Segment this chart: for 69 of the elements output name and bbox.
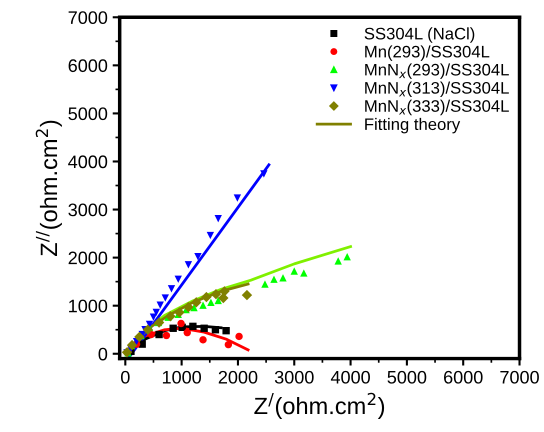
point bbox=[214, 215, 222, 222]
point bbox=[235, 332, 243, 340]
point bbox=[184, 261, 192, 268]
point bbox=[222, 327, 230, 334]
point bbox=[206, 232, 214, 240]
point bbox=[260, 170, 268, 178]
point bbox=[194, 252, 202, 260]
point bbox=[234, 194, 242, 202]
point bbox=[134, 332, 145, 342]
point bbox=[200, 324, 208, 332]
point bbox=[165, 311, 176, 322]
point bbox=[191, 297, 202, 308]
legend-label: Mn(293)/SS304L bbox=[365, 45, 490, 61]
y-tick-label: 5000 bbox=[68, 107, 108, 120]
point bbox=[152, 308, 160, 316]
x-tick-label: 6000 bbox=[444, 370, 483, 384]
legend-label: Fitting theory bbox=[365, 118, 460, 134]
point bbox=[242, 290, 252, 300]
point bbox=[224, 340, 232, 348]
y-tick-label: 7000 bbox=[68, 11, 108, 24]
point bbox=[162, 294, 169, 302]
x-tick-label: 7000 bbox=[500, 370, 539, 384]
point bbox=[201, 292, 212, 302]
point bbox=[261, 280, 269, 288]
x-tick-label: 0 bbox=[120, 370, 130, 384]
legend-label: MnN$_{x}$(313)/SS304L bbox=[365, 82, 509, 98]
point bbox=[156, 302, 164, 309]
point bbox=[300, 269, 308, 277]
point bbox=[189, 322, 197, 330]
point bbox=[199, 302, 207, 309]
point bbox=[174, 276, 182, 283]
x-tick-label: 5000 bbox=[388, 370, 426, 384]
legend-label: SS304L (NaCl) bbox=[364, 27, 474, 43]
point bbox=[334, 257, 342, 265]
legend-label: MnN$_{x}$(293)/SS304L bbox=[365, 63, 509, 79]
x-axis-title: Z$^{/}$(ohm.cm$^{2}$) bbox=[254, 392, 384, 419]
point bbox=[279, 274, 287, 282]
point bbox=[270, 276, 278, 283]
y-tick-label: 6000 bbox=[68, 59, 108, 72]
point bbox=[214, 296, 222, 304]
x-tick-label: 3000 bbox=[274, 370, 314, 384]
point bbox=[219, 286, 230, 296]
y-tick-label: 3000 bbox=[68, 203, 108, 216]
point bbox=[150, 314, 158, 321]
point bbox=[210, 288, 222, 300]
point bbox=[170, 324, 177, 332]
point bbox=[190, 304, 198, 312]
point bbox=[155, 330, 163, 338]
legend-label: MnN$_{x}$(333)/SS304L bbox=[365, 100, 509, 116]
point bbox=[142, 324, 154, 335]
point bbox=[174, 307, 185, 318]
point bbox=[212, 326, 220, 334]
point bbox=[344, 252, 351, 260]
x-tick-label: 2000 bbox=[218, 370, 258, 384]
x-tick-label: 4000 bbox=[330, 370, 370, 384]
y-tick-label: 0 bbox=[98, 348, 108, 360]
y-tick-label: 2000 bbox=[68, 252, 108, 264]
point bbox=[290, 267, 298, 275]
y-tick-label: 1000 bbox=[69, 300, 108, 312]
point bbox=[168, 285, 176, 293]
point bbox=[183, 302, 194, 312]
point bbox=[207, 298, 215, 306]
y-axis-title: Z$^{//}$(ohm.cm$^{2}$) bbox=[36, 120, 62, 256]
point bbox=[177, 320, 185, 328]
point bbox=[184, 328, 191, 336]
point bbox=[199, 336, 207, 344]
y-tick-label: 4000 bbox=[68, 155, 108, 168]
x-tick-label: 1000 bbox=[162, 370, 202, 384]
point bbox=[162, 332, 170, 340]
